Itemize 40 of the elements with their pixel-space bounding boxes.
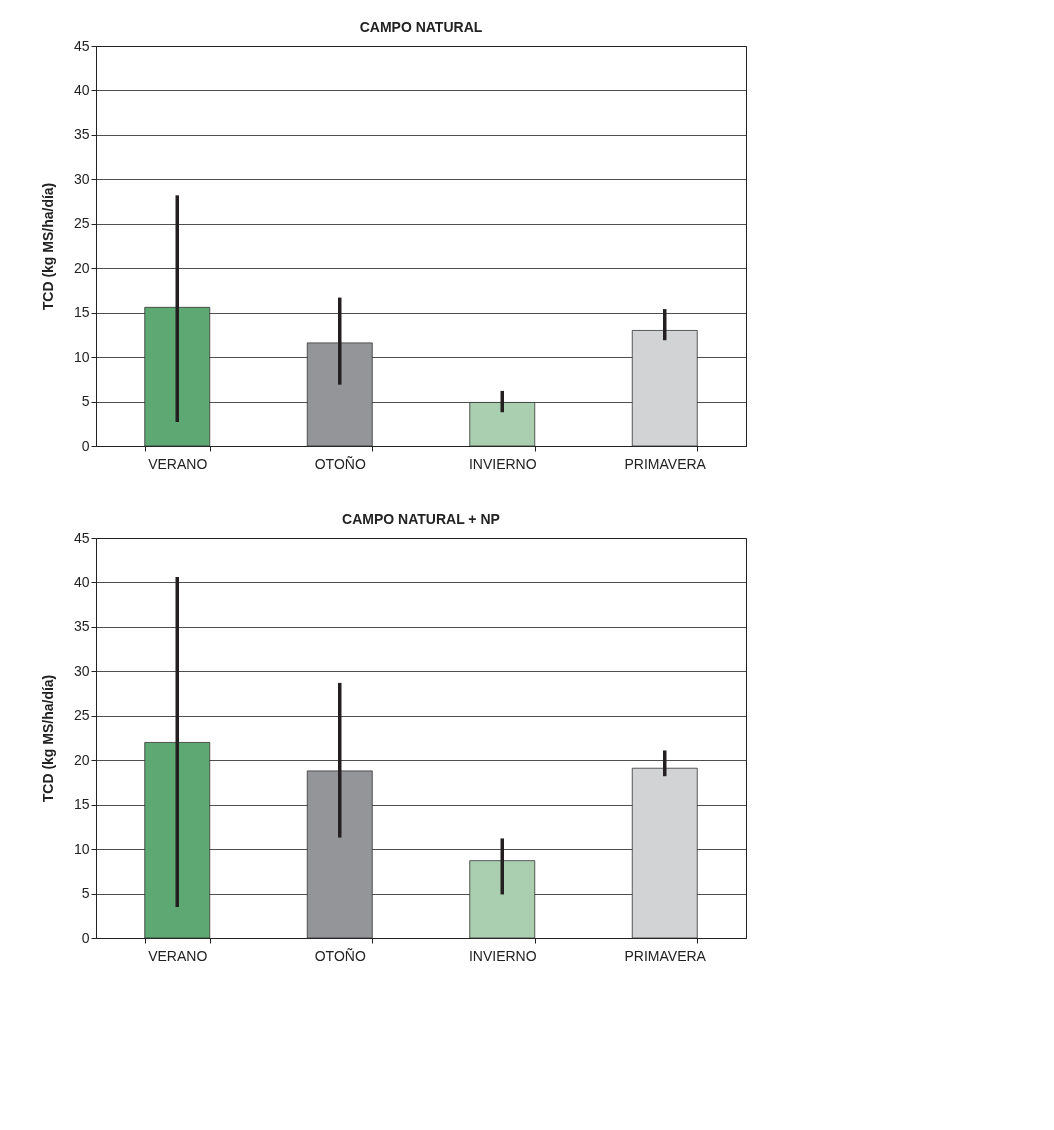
x-tick-label: PRIMAVERA <box>624 947 707 964</box>
bar <box>306 342 373 447</box>
y-tick-label: 5 <box>81 885 90 902</box>
bar <box>144 742 211 939</box>
y-tick-label: 45 <box>73 529 90 546</box>
y-tick-label: 25 <box>73 707 90 724</box>
y-tick-label: 35 <box>73 126 90 143</box>
y-tick-label: 15 <box>73 304 90 321</box>
y-axis-title: TCD (kg MS/ha/día) <box>39 182 56 311</box>
y-axis-title: TCD (kg MS/ha/día) <box>39 674 56 803</box>
y-tick-label: 30 <box>73 170 90 187</box>
chart-title: CAMPO NATURAL + NP <box>342 511 500 527</box>
x-tick-label: INVIERNO <box>468 947 537 964</box>
y-tick-label: 10 <box>73 348 90 365</box>
y-tick-label: 15 <box>73 796 90 813</box>
y-tick-label: 35 <box>73 618 90 635</box>
bar <box>306 770 373 939</box>
y-tick-label: 40 <box>73 573 90 590</box>
bar <box>469 860 536 939</box>
x-tick-label: INVIERNO <box>468 455 537 472</box>
y-tick-label: 30 <box>73 662 90 679</box>
chart-title: CAMPO NATURAL <box>359 19 483 35</box>
x-tick-label: OTOÑO <box>314 455 366 472</box>
y-tick-label: 20 <box>73 259 90 276</box>
bar <box>631 330 698 447</box>
x-tick-label: PRIMAVERA <box>624 455 707 472</box>
y-tick-label: 5 <box>81 393 90 410</box>
bar <box>631 767 698 939</box>
bar <box>144 306 211 447</box>
bar <box>469 402 536 447</box>
x-tick-label: VERANO <box>148 455 208 472</box>
y-tick-label: 0 <box>81 437 90 454</box>
y-tick-label: 0 <box>81 929 90 946</box>
y-tick-label: 45 <box>73 37 90 54</box>
y-tick-label: 10 <box>73 840 90 857</box>
x-tick-label: OTOÑO <box>314 947 366 964</box>
y-tick-label: 20 <box>73 751 90 768</box>
y-tick-label: 25 <box>73 215 90 232</box>
y-tick-label: 40 <box>73 81 90 98</box>
x-tick-label: VERANO <box>148 947 208 964</box>
